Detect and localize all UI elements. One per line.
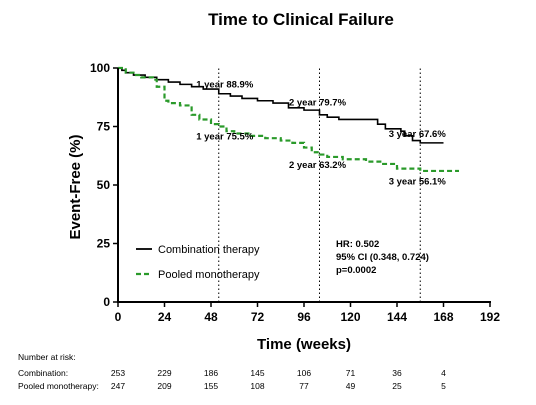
- annotation-label: 2 year 63.2%: [289, 160, 347, 171]
- y-tick-label: 50: [97, 178, 111, 192]
- risk-count: 247: [111, 381, 125, 391]
- x-tick-label: 48: [204, 310, 218, 324]
- y-tick-label: 25: [97, 237, 111, 251]
- x-tick-label: 96: [297, 310, 311, 324]
- risk-count: 253: [111, 368, 125, 378]
- annotation-label: 3 year 67.6%: [389, 129, 447, 140]
- x-tick-label: 72: [251, 310, 265, 324]
- series-line-0: [118, 67, 444, 144]
- risk-count: 49: [346, 381, 356, 391]
- series-line-1: [118, 66, 459, 173]
- x-axis-title: Time (weeks): [257, 336, 351, 353]
- risk-count: 229: [157, 368, 171, 378]
- x-tick-label: 120: [340, 310, 360, 324]
- hazard-ratio: HR: 0.502: [336, 239, 379, 250]
- legend-label: Pooled monotherapy: [158, 269, 260, 281]
- annotation-label: 1 year 75.5%: [196, 131, 254, 142]
- x-tick-label: 0: [115, 310, 122, 324]
- risk-count: 71: [346, 368, 356, 378]
- y-tick-label: 75: [97, 120, 111, 134]
- annotation-label: 1 year 88.9%: [196, 80, 254, 91]
- y-tick-label: 0: [103, 295, 110, 309]
- x-tick-label: 24: [158, 310, 172, 324]
- risk-row-label: Combination:: [18, 368, 68, 378]
- risk-count: 209: [157, 381, 171, 391]
- x-tick-label: 192: [480, 310, 500, 324]
- risk-table-header: Number at risk:: [18, 352, 76, 362]
- legend-label: Combination therapy: [158, 244, 260, 256]
- p-value: p=0.0002: [336, 265, 376, 276]
- risk-row-label: Pooled monotherapy:: [18, 381, 99, 391]
- confidence-interval: 95% CI (0.348, 0.724): [336, 252, 429, 263]
- risk-count: 155: [204, 381, 218, 391]
- y-axis-title: Event-Free (%): [67, 134, 84, 239]
- chart-title: Time to Clinical Failure: [208, 10, 394, 29]
- risk-count: 145: [250, 368, 264, 378]
- risk-count: 25: [392, 381, 402, 391]
- risk-count: 77: [299, 381, 309, 391]
- annotation-label: 3 year 56.1%: [389, 177, 447, 188]
- risk-count: 106: [297, 368, 311, 378]
- x-tick-label: 168: [433, 310, 453, 324]
- risk-count: 4: [441, 368, 446, 378]
- y-tick-label: 100: [90, 61, 110, 75]
- risk-count: 36: [392, 368, 402, 378]
- risk-count: 5: [441, 381, 446, 391]
- annotation-label: 2 year 79.7%: [289, 98, 347, 109]
- risk-count: 108: [250, 381, 264, 391]
- risk-count: 186: [204, 368, 218, 378]
- x-tick-label: 144: [387, 310, 407, 324]
